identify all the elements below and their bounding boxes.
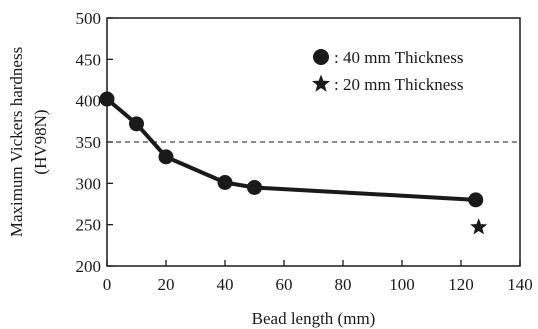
x-tick-label: 0	[103, 275, 112, 294]
x-tick-label: 120	[448, 275, 474, 294]
y-tick-label: 250	[76, 216, 102, 235]
x-tick-label: 40	[217, 275, 234, 294]
data-point-40mm	[129, 116, 144, 132]
x-tick-label: 100	[389, 275, 415, 294]
y-tick-label: 200	[76, 257, 102, 276]
axes-group: 0 20 40 60 80 100 120 140 200 250 300 350 400 450 500	[76, 9, 533, 294]
legend-marker-circle	[313, 49, 329, 65]
x-axis-label: Bead length (mm)	[252, 309, 376, 328]
y-tick-label: 350	[76, 133, 102, 152]
series-group	[99, 91, 488, 235]
axis-labels-group: Bead length (mm) Maximum Vickers hardnes…	[7, 47, 375, 328]
y-tick-label: 300	[76, 174, 102, 193]
x-tick-label: 80	[335, 275, 352, 294]
legend: : 40 mm Thickness : 20 mm Thickness	[311, 48, 464, 94]
x-tick-label: 60	[276, 275, 293, 294]
y-tick-label: 450	[76, 50, 102, 69]
legend-marker-star	[311, 74, 331, 92]
data-point-40mm	[468, 192, 484, 208]
y-axis-label-line1: Maximum Vickers hardness	[7, 47, 26, 237]
y-axis-label-line2: (HV98N)	[31, 109, 50, 174]
y-tick-label: 500	[76, 9, 102, 28]
data-point-40mm	[217, 175, 233, 191]
legend-label-20mm: : 20 mm Thickness	[334, 75, 464, 94]
legend-label-40mm: : 40 mm Thickness	[334, 48, 464, 67]
series-line-40mm	[105, 97, 476, 202]
data-point-40mm	[247, 179, 262, 195]
x-tick-label: 20	[158, 275, 175, 294]
data-point-40mm	[99, 91, 115, 107]
data-point-40mm	[158, 149, 174, 165]
data-point-20mm	[470, 218, 488, 235]
y-tick-label: 400	[76, 92, 102, 111]
x-tick-label: 140	[507, 275, 533, 294]
